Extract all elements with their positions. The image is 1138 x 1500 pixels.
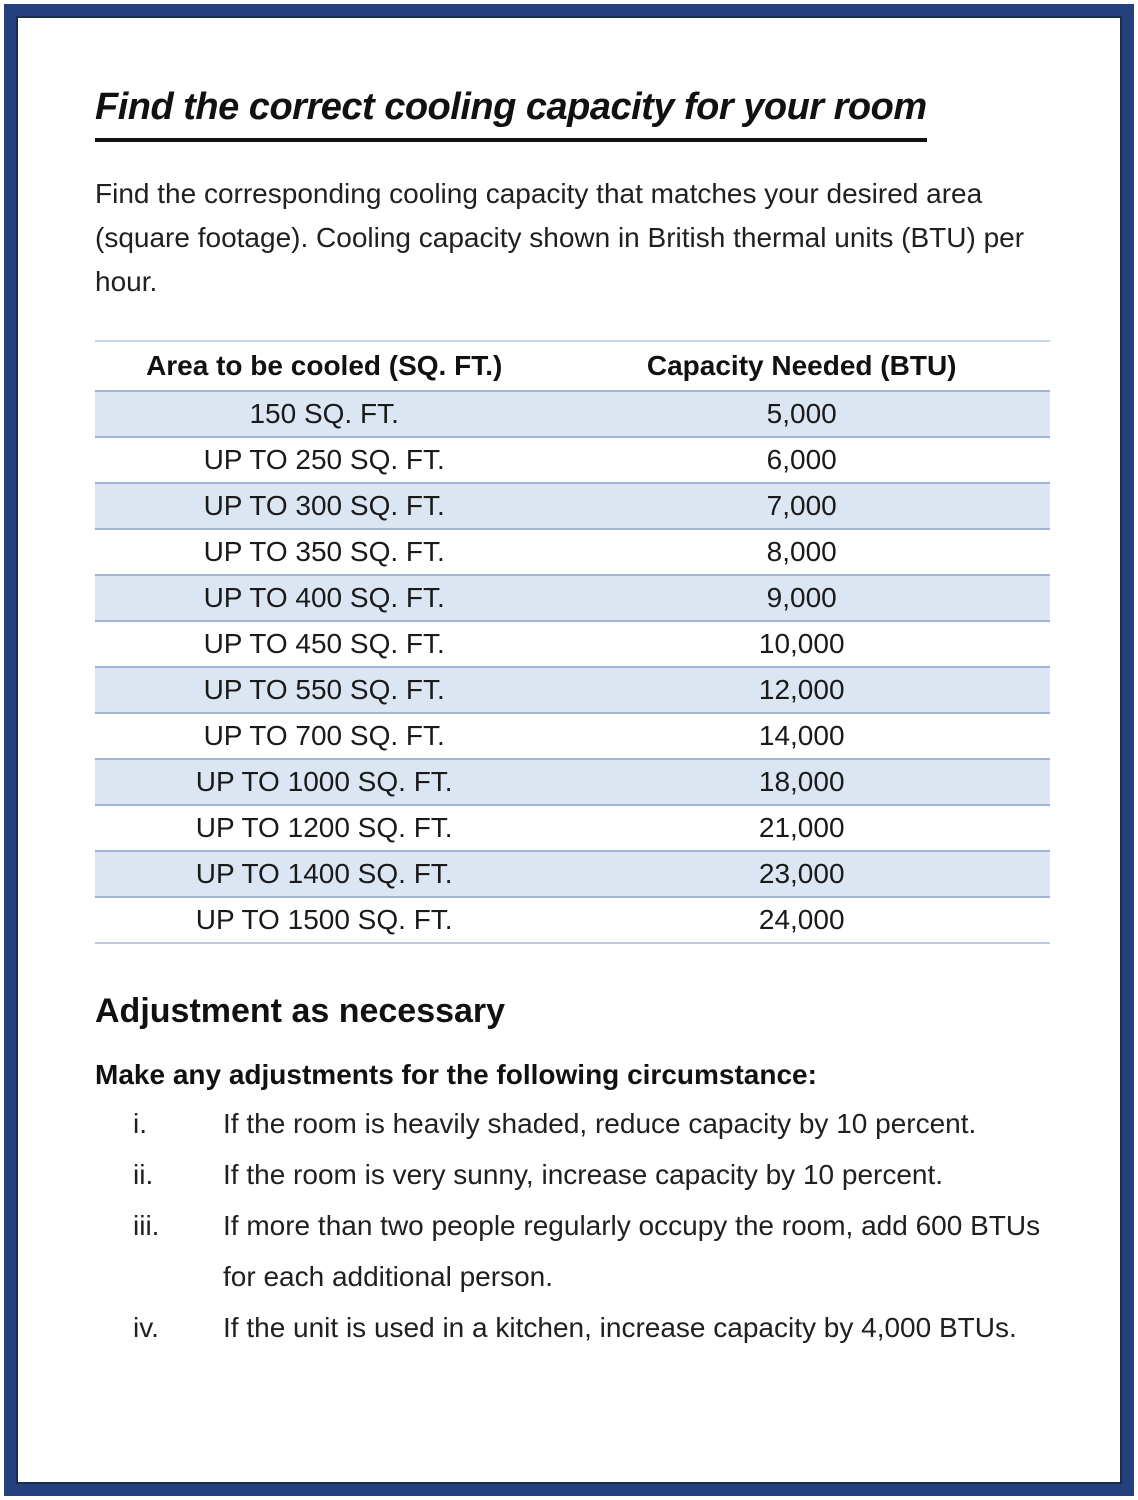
table-row: UP TO 250 SQ. FT. 6,000 — [95, 437, 1050, 485]
list-item-text: If more than two people regularly occupy… — [223, 1210, 1041, 1293]
area-cell: UP TO 1000 SQ. FT. — [95, 759, 554, 807]
area-cell: UP TO 400 SQ. FT. — [95, 575, 554, 623]
table-row: UP TO 550 SQ. FT. 12,000 — [95, 667, 1050, 715]
table-row: UP TO 350 SQ. FT. 8,000 — [95, 529, 1050, 577]
area-cell: UP TO 450 SQ. FT. — [95, 621, 554, 669]
column-header-area: Area to be cooled (SQ. FT.) — [95, 340, 554, 393]
list-item: iii. If more than two people regularly o… — [95, 1201, 1050, 1303]
adjustment-lead: Make any adjustments for the following c… — [95, 1059, 817, 1091]
capacity-cell: 8,000 — [553, 529, 1050, 577]
list-item-text: If the unit is used in a kitchen, increa… — [223, 1312, 1017, 1344]
list-item-marker: iii. — [133, 1210, 160, 1242]
adjustment-heading: Adjustment as necessary — [95, 992, 506, 1031]
capacity-cell: 5,000 — [553, 391, 1050, 439]
list-item: i. If the room is heavily shaded, reduce… — [95, 1099, 1050, 1150]
area-cell: UP TO 250 SQ. FT. — [95, 437, 554, 485]
capacity-cell: 9,000 — [553, 575, 1050, 623]
table-row: 150 SQ. FT. 5,000 — [95, 391, 1050, 439]
area-cell: UP TO 550 SQ. FT. — [95, 667, 554, 715]
list-item-text: If the room is very sunny, increase capa… — [223, 1159, 944, 1191]
list-item: ii. If the room is very sunny, increase … — [95, 1150, 1050, 1201]
page-content: Find the correct cooling capacity for yo… — [95, 86, 1050, 1354]
table-row: UP TO 1500 SQ. FT. 24,000 — [95, 897, 1050, 945]
capacity-cell: 14,000 — [553, 713, 1050, 761]
area-cell: 150 SQ. FT. — [95, 391, 554, 439]
capacity-cell: 12,000 — [553, 667, 1050, 715]
capacity-cell: 24,000 — [553, 897, 1050, 945]
table-row: UP TO 1000 SQ. FT. 18,000 — [95, 759, 1050, 807]
area-cell: UP TO 1500 SQ. FT. — [95, 897, 554, 945]
intro-paragraph: Find the corresponding cooling capacity … — [95, 177, 1025, 298]
capacity-cell: 10,000 — [553, 621, 1050, 669]
list-item-marker: ii. — [133, 1159, 154, 1191]
column-header-capacity: Capacity Needed (BTU) — [553, 340, 1050, 393]
capacity-cell: 7,000 — [553, 483, 1050, 531]
table-row: UP TO 700 SQ. FT. 14,000 — [95, 713, 1050, 761]
table-row: UP TO 450 SQ. FT. 10,000 — [95, 621, 1050, 669]
area-cell: UP TO 300 SQ. FT. — [95, 483, 554, 531]
area-cell: UP TO 350 SQ. FT. — [95, 529, 554, 577]
capacity-cell: 18,000 — [553, 759, 1050, 807]
table-row: UP TO 1200 SQ. FT. 21,000 — [95, 805, 1050, 853]
table-row: UP TO 400 SQ. FT. 9,000 — [95, 575, 1050, 623]
list-item-marker: iv. — [133, 1312, 159, 1344]
capacity-cell: 23,000 — [553, 851, 1050, 899]
table-header-row: Area to be cooled (SQ. FT.) Capacity Nee… — [95, 340, 1050, 393]
list-item: iv. If the unit is used in a kitchen, in… — [95, 1303, 1050, 1354]
capacity-cell: 21,000 — [553, 805, 1050, 853]
list-item-text: If the room is heavily shaded, reduce ca… — [223, 1108, 977, 1140]
list-item-marker: i. — [133, 1108, 147, 1140]
table-row: UP TO 1400 SQ. FT. 23,000 — [95, 851, 1050, 899]
area-cell: UP TO 700 SQ. FT. — [95, 713, 554, 761]
area-cell: UP TO 1200 SQ. FT. — [95, 805, 554, 853]
area-cell: UP TO 1400 SQ. FT. — [95, 851, 554, 899]
table-row: UP TO 300 SQ. FT. 7,000 — [95, 483, 1050, 531]
page-title: Find the correct cooling capacity for yo… — [95, 86, 927, 142]
cooling-capacity-table: Area to be cooled (SQ. FT.) Capacity Nee… — [95, 340, 1050, 945]
capacity-cell: 6,000 — [553, 437, 1050, 485]
adjustment-list: i. If the room is heavily shaded, reduce… — [95, 1099, 1050, 1354]
